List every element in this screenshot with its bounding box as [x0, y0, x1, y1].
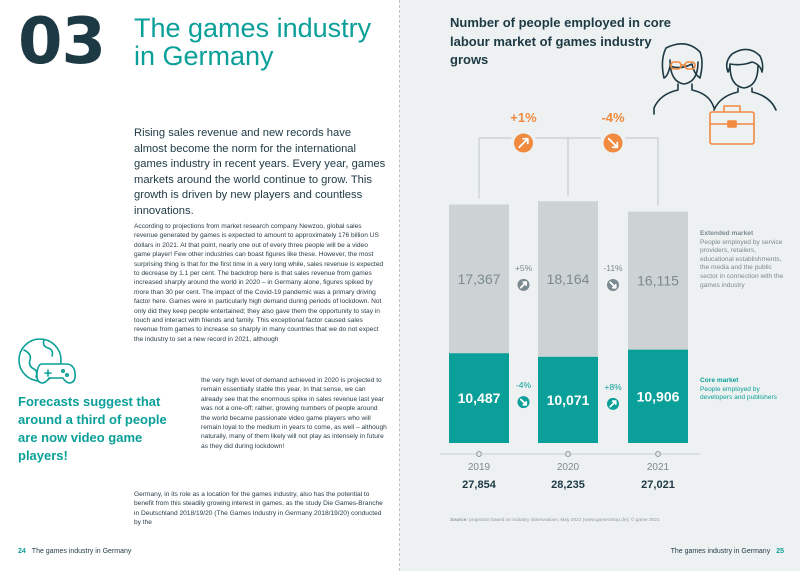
body-text-2: the very high level of demand achieved i…	[201, 377, 387, 450]
source-note: Source: projection based on industry obs…	[450, 518, 710, 523]
source-text: projection based on industry observation…	[469, 518, 660, 523]
legend-extended-desc: People employed by service providers, re…	[700, 238, 784, 289]
total-change-1: -4%	[601, 110, 625, 125]
connector-total-right-1	[625, 137, 659, 206]
legend-core-desc: People employed by developers and publis…	[700, 385, 777, 402]
chapter-number: 03	[18, 5, 106, 79]
core-change-1: +8%	[604, 382, 622, 392]
extended-change-arrow-icon-1	[607, 279, 619, 292]
bar-extended-2019	[449, 204, 509, 354]
footer-right: The games industry in Germany 25	[671, 548, 784, 555]
bar-core-2021	[628, 349, 688, 443]
tick-label-2019: 2019	[468, 462, 491, 473]
label-core-2020: 10,071	[547, 392, 590, 408]
tick-label-2021: 2021	[647, 462, 670, 473]
page-fold	[399, 0, 401, 571]
legend-extended-title: Extended market	[700, 230, 754, 237]
core-change-0: -4%	[516, 380, 532, 390]
total-change-arrow-icon-1	[603, 133, 623, 153]
connector-total-left-0	[478, 137, 512, 199]
bar-extended-2021	[628, 211, 688, 350]
total-change-0: +1%	[510, 110, 537, 125]
label-core-2019: 10,487	[458, 390, 501, 406]
lead-paragraph: Rising sales revenue and new records hav…	[134, 127, 386, 217]
bar-extended-2020	[538, 201, 598, 357]
employees-illustration-icon	[653, 43, 777, 145]
tick-label-2020: 2020	[557, 462, 580, 473]
chart-title: Number of people employed in core labour…	[450, 15, 672, 67]
employment-chart: 17,367 10,487 2019 27,854 18,164 10,071 2020 28…	[440, 110, 700, 491]
label-extended-2019: 17,367	[458, 271, 501, 287]
body-text-1: According to projections from market res…	[134, 223, 384, 343]
body-text-3: Germany, in its role as a location for t…	[134, 491, 383, 527]
source-label: Source:	[450, 518, 468, 523]
connector-total-right-0	[535, 137, 569, 196]
footer-right-text: The games industry in Germany	[670, 548, 771, 555]
extended-change-0: +5%	[515, 263, 533, 273]
chapter-title: The games industry in Germany	[134, 13, 372, 71]
total-change-arrow-icon-0	[514, 133, 533, 153]
footer-left-text: The games industry in Germany	[31, 548, 132, 555]
total-label-2020: 28,235	[551, 479, 585, 491]
core-change-arrow-icon-1	[607, 397, 619, 410]
legend-extended: Extended market People employed by servi…	[700, 230, 790, 290]
legend-core: Core market People employed by developer…	[700, 377, 790, 403]
bar-core-2020	[538, 356, 598, 443]
core-change-arrow-icon-0	[517, 396, 530, 409]
label-extended-2020: 18,164	[547, 271, 590, 287]
total-label-2021: 27,021	[641, 479, 675, 491]
bar-core-2019	[449, 353, 509, 443]
page-number-right: 25	[776, 548, 784, 555]
connector-total-left-1	[567, 137, 601, 196]
pull-quote: Forecasts suggest that around a third of…	[18, 394, 167, 463]
extended-change-arrow-icon-0	[517, 278, 530, 291]
page-number-left: 24	[18, 548, 26, 555]
label-core-2021: 10,906	[637, 388, 680, 404]
footer-left: 24 The games industry in Germany	[18, 548, 131, 555]
total-label-2019: 27,854	[462, 479, 497, 491]
label-extended-2021: 16,115	[637, 273, 679, 289]
extended-change-1: -11%	[603, 263, 623, 273]
left-page	[0, 0, 400, 571]
legend-core-title: Core market	[700, 377, 739, 384]
globe-gamepad-icon	[18, 338, 76, 384]
